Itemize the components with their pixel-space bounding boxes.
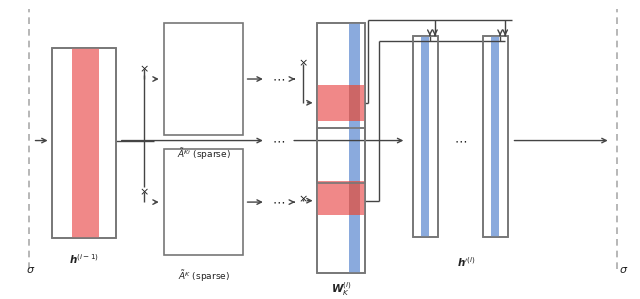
Text: $\times$: $\times$: [298, 59, 308, 69]
Bar: [349, 23, 360, 182]
Text: $\times$: $\times$: [140, 64, 149, 74]
Text: $\times$: $\times$: [140, 187, 149, 197]
Text: $\sigma$: $\sigma$: [619, 265, 628, 275]
Text: $\sigma$: $\sigma$: [26, 265, 36, 275]
Bar: [317, 23, 365, 182]
Bar: [164, 23, 243, 135]
Bar: [317, 181, 365, 215]
Bar: [413, 36, 438, 237]
Bar: [317, 128, 365, 273]
Bar: [349, 181, 360, 215]
Bar: [317, 23, 365, 182]
Text: $\cdots$: $\cdots$: [272, 73, 285, 86]
Bar: [317, 85, 365, 121]
Text: $\tilde{A}^{K}$ (sparse): $\tilde{A}^{K}$ (sparse): [178, 268, 230, 283]
Text: $\cdots$: $\cdots$: [454, 134, 467, 147]
Bar: [72, 48, 99, 238]
Text: $\cdots$: $\cdots$: [272, 134, 285, 147]
Bar: [483, 36, 508, 237]
Text: $\times$: $\times$: [298, 194, 308, 205]
Bar: [52, 48, 116, 238]
Text: $\boldsymbol{W}_K^{(i)}$: $\boldsymbol{W}_K^{(i)}$: [331, 280, 351, 298]
Bar: [413, 36, 438, 237]
Bar: [317, 128, 365, 273]
Text: $\boldsymbol{W}_0^{(i)}$: $\boldsymbol{W}_0^{(i)}$: [331, 198, 351, 216]
Bar: [483, 36, 508, 237]
Text: $\cdots$: $\cdots$: [272, 196, 285, 209]
Bar: [52, 48, 116, 238]
Bar: [349, 85, 360, 121]
Bar: [349, 128, 360, 273]
Bar: [164, 149, 243, 255]
Bar: [421, 36, 429, 237]
Text: $\tilde{A}^{K\prime}$ (sparse): $\tilde{A}^{K\prime}$ (sparse): [177, 146, 230, 162]
Text: $\boldsymbol{h}'^{(i)}$: $\boldsymbol{h}'^{(i)}$: [458, 255, 476, 269]
Text: $\boldsymbol{h}^{(i-1)}$: $\boldsymbol{h}^{(i-1)}$: [68, 252, 99, 266]
Bar: [491, 36, 499, 237]
